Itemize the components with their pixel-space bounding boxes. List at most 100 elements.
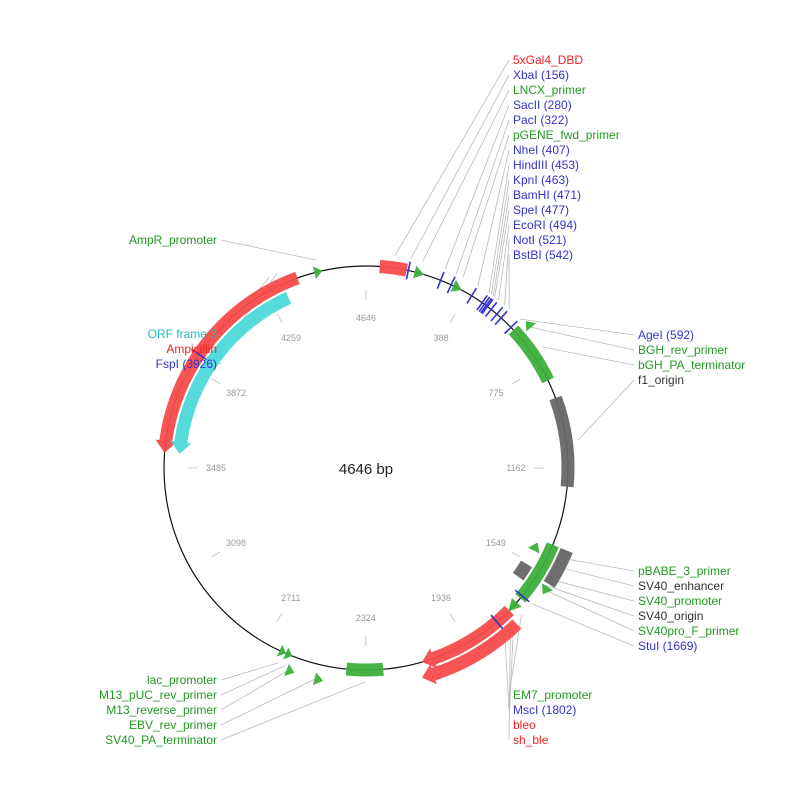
- label-bleo[interactable]: bleo: [513, 718, 536, 732]
- feature-pbabe-3-primer[interactable]: [527, 542, 540, 554]
- site-kpni-463[interactable]: [478, 296, 491, 313]
- site-paci-322[interactable]: [446, 276, 456, 294]
- feature-sv40-origin[interactable]: [512, 560, 533, 581]
- feature-bleo[interactable]: [422, 605, 514, 669]
- site-stui-1669[interactable]: [514, 589, 530, 603]
- feature-sv40-pa-terminator[interactable]: [345, 662, 384, 677]
- leader-line: [488, 164, 510, 293]
- label-lncx-primer[interactable]: LNCX_primer: [513, 83, 586, 97]
- site-spei-477[interactable]: [481, 298, 494, 315]
- label-ecori-494[interactable]: EcoRI (494): [513, 218, 577, 232]
- tick-mark: [211, 378, 221, 385]
- leader-lines: [188, 59, 635, 741]
- feature-m13-reverse-primer[interactable]: [284, 663, 295, 677]
- label-pgene-fwd-primer[interactable]: pGENE_fwd_primer: [513, 128, 620, 142]
- label-sv40-enhancer[interactable]: SV40_enhancer: [638, 579, 724, 593]
- site-noti-521[interactable]: [490, 306, 504, 322]
- label-sacii-280[interactable]: SacII (280): [513, 98, 572, 112]
- label-pbabe-3-primer[interactable]: pBABE_3_primer: [638, 564, 731, 578]
- leader-line: [220, 662, 278, 681]
- label-nhei-407[interactable]: NheI (407): [513, 143, 570, 157]
- label-bgh-pa-terminator[interactable]: bGH_PA_terminator: [638, 358, 745, 372]
- leader-line: [477, 149, 510, 286]
- label-sv40pro-f-primer[interactable]: SV40pro_F_primer: [638, 624, 739, 638]
- feature-em7-promoter[interactable]: [508, 598, 522, 612]
- tick-mark: [211, 551, 221, 558]
- label-lac-promoter[interactable]: lac_promoter: [147, 673, 217, 687]
- label-sh-ble[interactable]: sh_ble: [513, 733, 549, 747]
- tick-marks: 4646 388 775 1162 1549 1936 2324 2711 3098 3485 38…: [187, 290, 545, 647]
- tick-label: 2324: [356, 613, 376, 623]
- tick-label: 1162: [506, 463, 525, 473]
- site-msci-1802[interactable]: [490, 614, 504, 630]
- feature-f1-origin[interactable]: [549, 395, 575, 488]
- site-bstbi-542[interactable]: [494, 310, 508, 326]
- label-m13-puc-rev-primer[interactable]: M13_pUC_rev_primer: [99, 688, 217, 702]
- leader-line: [220, 681, 365, 741]
- label-spei-477[interactable]: SpeI (477): [513, 203, 569, 217]
- sequence-length-label: 4646 bp: [339, 461, 393, 478]
- feature-sh-ble[interactable]: [421, 619, 522, 685]
- feature-pgene-fwd-primer[interactable]: [450, 279, 462, 292]
- feature-lncx-primer[interactable]: [413, 265, 424, 279]
- label-fspi-3926[interactable]: FspI (3926): [156, 357, 217, 371]
- feature-sv40-enhancer[interactable]: [543, 548, 573, 588]
- site-ecori-494[interactable]: [484, 301, 498, 317]
- label-stui-1669[interactable]: StuI (1669): [638, 639, 697, 653]
- leader-line: [492, 194, 510, 297]
- leader-line: [548, 578, 635, 602]
- feature-ampicillin[interactable]: [155, 271, 300, 453]
- tick-label: 3872: [226, 388, 246, 398]
- tick-label: 3098: [226, 538, 246, 548]
- site-hindiii-453[interactable]: [476, 294, 488, 311]
- tick-label: 4259: [281, 333, 301, 343]
- leader-line: [494, 209, 510, 298]
- feature-m13-puc-rev-primer[interactable]: [283, 647, 293, 660]
- leader-line: [455, 119, 510, 275]
- site-nhei-407[interactable]: [466, 287, 478, 304]
- feature-5xgal4-dbd[interactable]: [379, 259, 409, 277]
- site-fspi-3926[interactable]: [191, 348, 207, 361]
- label-bamhi-471[interactable]: BamHI (471): [513, 188, 581, 202]
- leader-line: [504, 239, 510, 305]
- label-5xgal4-dbd[interactable]: 5xGal4_DBD: [513, 53, 583, 67]
- site-bamhi-471[interactable]: [480, 297, 493, 314]
- leader-line: [542, 588, 635, 632]
- feature-sv40-promoter[interactable]: [515, 542, 559, 603]
- label-sv40-pa-terminator[interactable]: SV40_PA_terminator: [105, 733, 217, 747]
- label-hindiii-453[interactable]: HindIII (453): [513, 158, 579, 172]
- label-ebv-rev-primer[interactable]: EBV_rev_primer: [129, 718, 217, 732]
- site-agei-592[interactable]: [503, 320, 519, 335]
- label-msci-1802[interactable]: MscI (1802): [513, 703, 576, 717]
- label-em7-promoter[interactable]: EM7_promoter: [513, 688, 592, 702]
- leader-line: [504, 631, 510, 711]
- feature-bgh-pa-terminator[interactable]: [508, 325, 554, 384]
- label-xbai-156[interactable]: XbaI (156): [513, 68, 569, 82]
- tick-mark: [276, 613, 283, 623]
- label-sv40-promoter[interactable]: SV40_promoter: [638, 594, 722, 608]
- label-orf-frame-3[interactable]: ORF frame 3: [148, 327, 218, 341]
- feature-bgh-rev-primer[interactable]: [525, 321, 537, 332]
- label-f1-origin[interactable]: f1_origin: [638, 373, 684, 387]
- feature-sv40pro-f-primer[interactable]: [542, 583, 554, 595]
- label-ampr-promoter[interactable]: AmpR_promoter: [129, 233, 217, 247]
- feature-orf-frame-3[interactable]: [170, 291, 292, 454]
- leader-line: [555, 566, 635, 587]
- label-ampicillin[interactable]: Ampicillin: [166, 342, 217, 356]
- feature-lac-promoter[interactable]: [276, 644, 286, 657]
- label-kpni-463[interactable]: KpnI (463): [513, 173, 569, 187]
- feature-ebv-rev-primer[interactable]: [313, 672, 324, 686]
- leader-line: [508, 625, 511, 741]
- label-noti-521[interactable]: NotI (521): [513, 233, 566, 247]
- label-m13-reverse-primer[interactable]: M13_reverse_primer: [106, 703, 217, 717]
- leader-line: [220, 668, 292, 711]
- site-xbai-156[interactable]: [405, 261, 411, 280]
- label-bgh-rev-primer[interactable]: BGH_rev_primer: [638, 343, 728, 357]
- label-sv40-origin[interactable]: SV40_origin: [638, 609, 703, 623]
- label-bstbi-542[interactable]: BstBI (542): [513, 248, 573, 262]
- label-paci-322[interactable]: PacI (322): [513, 113, 568, 127]
- label-agei-592[interactable]: AgeI (592): [638, 328, 694, 342]
- feature-ampr-promoter[interactable]: [312, 266, 323, 279]
- leader-line: [542, 346, 635, 366]
- site-sacii-280[interactable]: [436, 271, 445, 289]
